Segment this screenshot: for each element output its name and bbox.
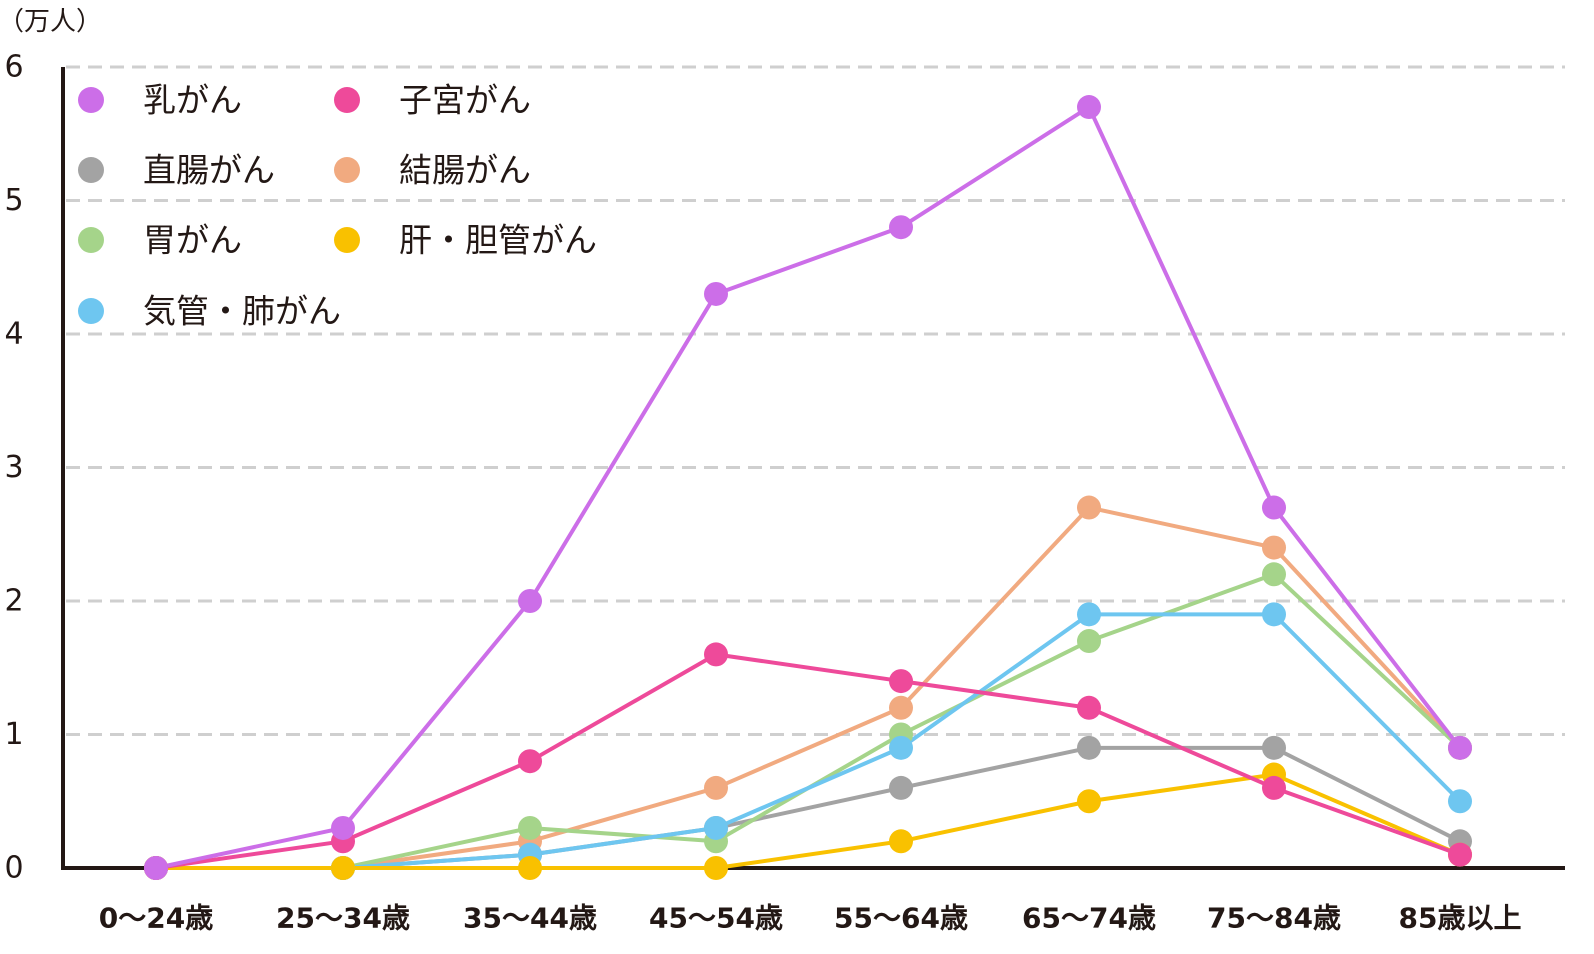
legend-item: 子宮がん	[334, 81, 531, 120]
data-point	[1448, 842, 1472, 867]
legend-label: 肝・胆管がん	[399, 221, 597, 260]
legend-label: 胃がん	[143, 221, 242, 260]
legend-item: 胃がん	[78, 221, 242, 260]
data-point	[889, 215, 913, 240]
data-point	[1077, 95, 1101, 120]
data-point	[1262, 562, 1286, 587]
series-line	[154, 612, 1462, 870]
data-point	[144, 856, 168, 880]
grid-lines	[66, 65, 1565, 736]
series-markers-1	[144, 642, 1472, 880]
legend-marker	[334, 157, 360, 183]
data-point	[518, 815, 542, 840]
series-line	[154, 745, 1462, 870]
legend-label: 子宮がん	[399, 81, 531, 120]
series-6	[154, 612, 1462, 870]
data-point	[1448, 789, 1472, 814]
legend-label: 気管・肺がん	[143, 292, 341, 331]
y-tick-label: 2	[4, 584, 23, 619]
legend-item: 結腸がん	[334, 151, 531, 190]
x-tick-label: 85歳以上	[1399, 902, 1522, 935]
series-lines	[144, 95, 1472, 880]
data-point	[1262, 535, 1286, 560]
series-5	[154, 772, 1462, 870]
series-1	[154, 652, 1462, 870]
legend-marker	[334, 227, 360, 253]
series-line	[154, 772, 1462, 870]
y-tick-label: 0	[4, 851, 23, 886]
data-point	[331, 815, 355, 840]
x-tick-label: 45〜54歳	[649, 902, 783, 935]
data-point	[1077, 695, 1101, 720]
data-point	[1262, 602, 1286, 627]
data-point	[331, 856, 355, 880]
data-point	[1077, 789, 1101, 814]
data-point	[889, 669, 913, 694]
legend-item: 乳がん	[78, 81, 242, 120]
legend-marker	[78, 298, 104, 324]
legend-label: 結腸がん	[399, 151, 531, 190]
data-point	[518, 856, 542, 880]
data-point	[1262, 775, 1286, 800]
data-point	[518, 589, 542, 613]
data-point	[1262, 735, 1286, 760]
x-tick-label: 0〜24歳	[99, 902, 213, 935]
y-tick-label: 5	[4, 183, 23, 218]
y-axis-unit: （万人）	[0, 7, 102, 37]
data-point	[1077, 495, 1101, 520]
legend-item: 直腸がん	[78, 151, 275, 190]
y-tick-label: 3	[4, 450, 23, 485]
data-point	[889, 695, 913, 720]
data-point	[704, 281, 728, 306]
series-line	[154, 105, 1462, 870]
data-point	[518, 749, 542, 774]
x-tick-label: 65〜74歳	[1022, 902, 1156, 935]
series-3	[154, 505, 1462, 870]
data-point	[704, 815, 728, 840]
data-point	[889, 735, 913, 760]
data-point	[889, 829, 913, 854]
legend-marker	[78, 87, 104, 113]
x-tick-label: 35〜44歳	[463, 902, 597, 935]
legend-label: 直腸がん	[143, 151, 275, 190]
legend-marker	[78, 157, 104, 183]
x-tick-label: 75〜84歳	[1207, 902, 1341, 935]
legend-item: 気管・肺がん	[78, 292, 341, 331]
data-point	[1077, 602, 1101, 627]
legend-item: 肝・胆管がん	[334, 221, 597, 260]
y-tick-labels: 0 1 2 3 4 5 6	[4, 50, 23, 886]
series-line	[154, 505, 1462, 870]
data-point	[704, 856, 728, 880]
x-tick-label: 55〜64歳	[834, 902, 968, 935]
y-tick-label: 4	[4, 317, 23, 352]
data-point	[1077, 735, 1101, 760]
y-tick-label: 6	[4, 50, 23, 85]
series-0	[154, 105, 1462, 870]
y-tick-label: 1	[4, 717, 23, 752]
series-line	[154, 652, 1462, 870]
legend-label: 乳がん	[143, 81, 242, 120]
series-2	[154, 745, 1462, 870]
data-point	[704, 775, 728, 800]
series-markers-0	[144, 95, 1472, 880]
data-point	[704, 642, 728, 667]
legend-marker	[334, 87, 360, 113]
x-tick-label: 25〜34歳	[276, 902, 410, 935]
legend-marker	[78, 227, 104, 253]
data-point	[1077, 629, 1101, 654]
data-point	[1448, 735, 1472, 760]
data-point	[1262, 495, 1286, 520]
x-tick-labels: 0〜24歳 25〜34歳 35〜44歳 45〜54歳 55〜64歳 65〜74歳 75〜84…	[99, 902, 1522, 935]
data-point	[889, 775, 913, 800]
